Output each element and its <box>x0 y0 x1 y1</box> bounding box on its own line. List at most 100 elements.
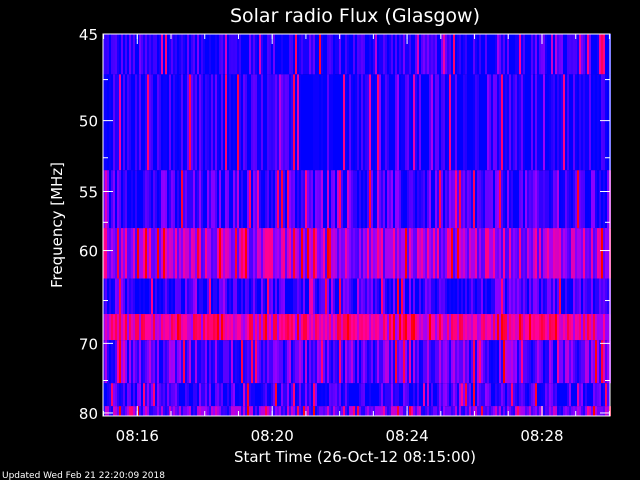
spectrum-column <box>195 74 197 171</box>
spectrum-column <box>579 74 581 171</box>
spectrum-column <box>203 228 205 279</box>
spectrum-column <box>337 314 339 341</box>
spectrum-column <box>569 228 571 279</box>
spectrum-column <box>343 340 345 384</box>
spectrum-column <box>271 228 273 279</box>
spectrum-column <box>297 278 299 315</box>
spectrum-column <box>461 74 463 171</box>
spectrum-column <box>521 314 523 341</box>
x-axis-ticks: 08:16 08:20 08:24 08:28 <box>103 34 610 445</box>
spectrum-column <box>549 34 551 75</box>
spectrum-column <box>289 228 291 279</box>
spectrum-column <box>297 406 299 416</box>
spectrum-column <box>273 406 275 416</box>
spectrum-column <box>539 340 541 384</box>
spectrum-column <box>415 278 417 315</box>
spectrum-column <box>283 406 285 416</box>
spectrum-column <box>533 228 535 279</box>
spectrum-column <box>437 406 439 416</box>
spectrum-column <box>293 170 295 229</box>
spectrum-column <box>597 228 599 279</box>
spectrum-column <box>113 340 115 384</box>
spectrum-column <box>539 314 541 341</box>
spectrum-column <box>249 228 251 279</box>
spectrum-column <box>535 34 537 75</box>
spectrum-column <box>505 383 507 407</box>
spectrum-column <box>351 228 353 279</box>
spectrum-column <box>511 34 513 75</box>
spectrum-column <box>407 278 409 315</box>
spectrum-column <box>483 228 485 279</box>
spectrum-column <box>501 228 503 279</box>
spectrum-column <box>505 170 507 229</box>
spectrum-column <box>607 314 609 341</box>
spectrum-column <box>165 278 167 315</box>
spectrum-column <box>545 383 547 407</box>
spectrum-column <box>429 383 431 407</box>
spectrum-column <box>279 278 281 315</box>
spectrum-column <box>499 278 501 315</box>
spectrum-column <box>427 34 429 75</box>
spectrum-column <box>553 74 555 171</box>
spectrum-column <box>409 170 411 229</box>
spectrum-column <box>241 383 243 407</box>
spectrum-column <box>113 170 115 229</box>
spectrum-column <box>549 278 551 315</box>
spectrum-column <box>323 340 325 384</box>
spectrum-column <box>337 406 339 416</box>
spectrum-column <box>127 383 129 407</box>
spectrum-column <box>531 170 533 229</box>
spectrum-column <box>213 170 215 229</box>
spectrum-column <box>297 34 299 75</box>
spectrum-column <box>535 278 537 315</box>
spectrum-column <box>511 340 513 384</box>
spectrum-column <box>537 228 539 279</box>
spectrum-column <box>151 314 153 341</box>
spectrum-column <box>307 340 309 384</box>
spectrum-column <box>153 340 155 384</box>
spectrum-column <box>557 340 559 384</box>
spectrum-column <box>241 314 243 341</box>
spectrum-column <box>599 340 601 384</box>
spectrum-column <box>213 314 215 341</box>
spectrum-column <box>155 34 157 75</box>
spectrum-column <box>531 74 533 171</box>
spectrum-column <box>351 406 353 416</box>
spectrum-column <box>205 278 207 315</box>
spectrum-column <box>469 228 471 279</box>
spectrum-column <box>229 170 231 229</box>
spectrum-column <box>231 228 233 279</box>
spectrum-column <box>103 383 105 407</box>
spectrum-column <box>517 228 519 279</box>
spectrum-column <box>605 314 607 341</box>
spectrum-column <box>571 383 573 407</box>
spectrum-column <box>281 74 283 171</box>
spectrum-column <box>179 406 181 416</box>
spectrum-column <box>179 170 181 229</box>
spectrum-column <box>417 74 419 171</box>
spectrum-column <box>177 314 179 341</box>
spectrum-column <box>163 406 165 416</box>
spectrum-column <box>541 228 543 279</box>
spectrum-column <box>369 383 371 407</box>
spectrum-column <box>333 278 335 315</box>
spectrum-column <box>183 383 185 407</box>
spectrum-column <box>235 406 237 416</box>
spectrum-column <box>319 340 321 384</box>
spectrum-column <box>167 406 169 416</box>
spectrum-column <box>193 340 195 384</box>
spectrum-column <box>327 406 329 416</box>
spectrum-column <box>591 383 593 407</box>
spectrum-column <box>389 406 391 416</box>
spectrum-column <box>301 74 303 171</box>
spectrum-column <box>527 228 529 279</box>
spectrum-column <box>529 314 531 341</box>
spectrum-column <box>161 228 163 279</box>
spectrum-column <box>267 228 269 279</box>
spectrum-column <box>133 74 135 171</box>
spectrum-column <box>373 314 375 341</box>
spectrum-column <box>419 340 421 384</box>
spectrum-column <box>211 406 213 416</box>
spectrum-column <box>267 314 269 341</box>
spectrum-column <box>599 383 601 407</box>
